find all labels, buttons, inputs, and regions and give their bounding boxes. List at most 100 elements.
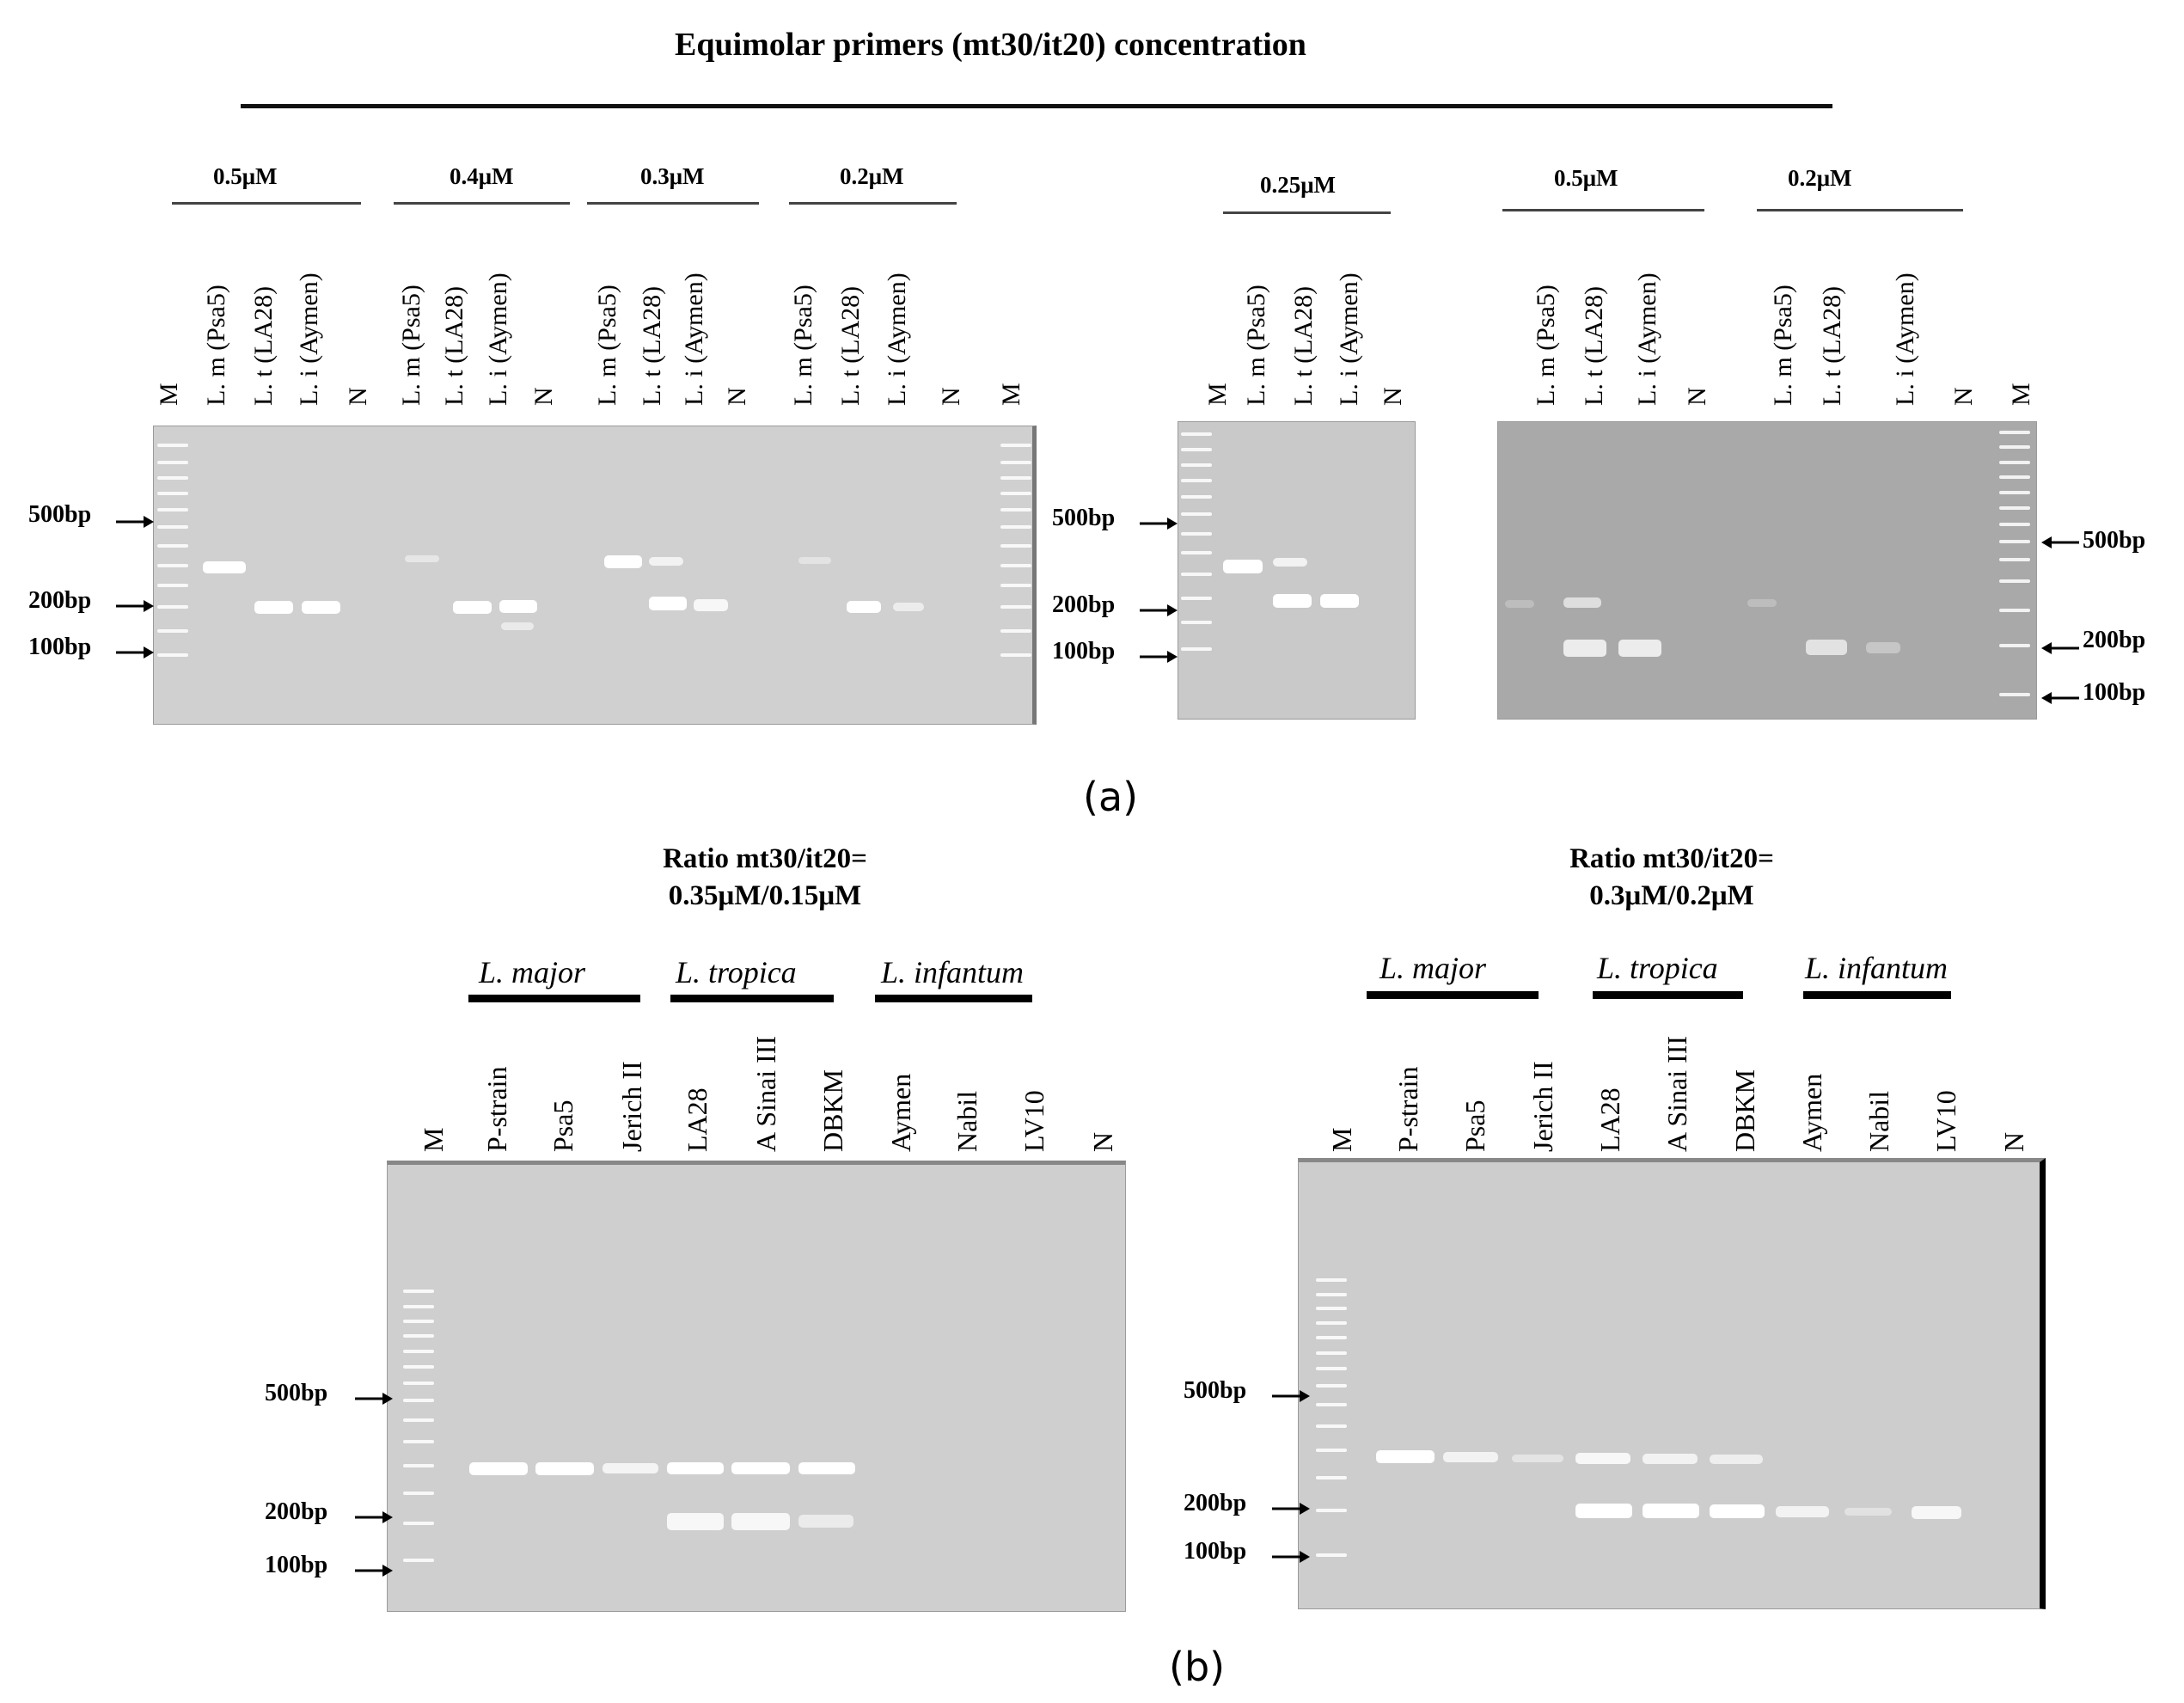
ratio-caption: Ratio mt30/it20= 0.3μM/0.2μM bbox=[1491, 841, 1852, 915]
ratio-caption-line1: Ratio mt30/it20= bbox=[663, 843, 867, 874]
dna-band bbox=[1563, 597, 1601, 608]
lane-label-marker: M bbox=[1326, 1127, 1357, 1152]
concentration-label: 0.25μM bbox=[1260, 172, 1337, 198]
size-marker-label: 100bp bbox=[1184, 1538, 1247, 1565]
dna-band bbox=[1710, 1455, 1763, 1464]
dna-band bbox=[893, 603, 924, 611]
size-marker-label: 200bp bbox=[1184, 1490, 1247, 1516]
size-marker-label: 100bp bbox=[28, 634, 92, 660]
lane-label-marker: M bbox=[997, 383, 1025, 406]
panel-label: (a) bbox=[1083, 774, 1139, 820]
dna-band bbox=[254, 601, 293, 614]
dna-band bbox=[798, 1515, 853, 1528]
dna-band bbox=[1320, 594, 1359, 608]
panel-label: (b) bbox=[1169, 1644, 1226, 1690]
lane-label: L. t (LA28) bbox=[1818, 285, 1846, 406]
dna-band bbox=[469, 1462, 528, 1475]
ratio-caption-line1: Ratio mt30/it20= bbox=[1569, 843, 1774, 874]
species-underline bbox=[670, 995, 834, 1002]
dna-band bbox=[453, 601, 492, 614]
arrow-icon bbox=[1272, 1502, 1310, 1520]
dna-band bbox=[667, 1513, 724, 1530]
dna-band bbox=[667, 1462, 724, 1474]
dna-band bbox=[1376, 1450, 1435, 1463]
lane-label-marker: M bbox=[155, 383, 183, 406]
dna-band bbox=[499, 600, 537, 613]
gel-image bbox=[1178, 421, 1416, 720]
species-label: L. tropica bbox=[676, 955, 797, 989]
dna-band bbox=[731, 1513, 790, 1530]
dna-band bbox=[798, 1462, 855, 1474]
dna-band bbox=[1575, 1453, 1630, 1464]
lane-label: P-strain bbox=[1392, 1066, 1423, 1152]
lane-label: Psa5 bbox=[1459, 1100, 1490, 1152]
dna-band bbox=[1643, 1454, 1698, 1464]
panel-a-title: Equimolar primers (mt30/it20) concentrat… bbox=[675, 27, 1306, 63]
dna-band bbox=[1223, 560, 1263, 573]
lane-label: N bbox=[1087, 1131, 1118, 1152]
dna-band bbox=[1866, 642, 1900, 653]
lane-label: P-strain bbox=[481, 1066, 512, 1152]
lane-label: DBKM bbox=[1729, 1069, 1760, 1152]
dna-band bbox=[535, 1462, 594, 1475]
dna-band bbox=[1273, 558, 1307, 567]
species-label: L. infantum bbox=[881, 955, 1025, 989]
concentration-label: 0.3μM bbox=[640, 163, 705, 189]
arrow-icon bbox=[2041, 691, 2079, 709]
lane-label: N bbox=[1998, 1131, 2029, 1152]
arrow-icon bbox=[116, 599, 154, 617]
lane-label: L. t (LA28) bbox=[1289, 285, 1318, 406]
concentration-underline bbox=[1757, 209, 1963, 211]
arrow-icon bbox=[2041, 536, 2079, 554]
arrow-icon bbox=[355, 1510, 393, 1528]
dna-band bbox=[694, 599, 728, 611]
lane-label: LV10 bbox=[1930, 1090, 1961, 1152]
concentration-underline bbox=[1223, 211, 1391, 214]
lane-label: Aymen bbox=[885, 1073, 916, 1152]
lane-label: N bbox=[723, 387, 751, 406]
lane-label: L. i (Aymen) bbox=[883, 273, 911, 406]
dna-band bbox=[501, 622, 534, 630]
gel-image bbox=[1298, 1158, 2046, 1609]
arrow-icon bbox=[355, 1564, 393, 1582]
lane-label: L. i (Aymen) bbox=[1633, 273, 1661, 406]
dna-band bbox=[1912, 1506, 1961, 1519]
dna-band bbox=[1512, 1455, 1563, 1462]
concentration-underline bbox=[1502, 209, 1704, 211]
lane-label: L. t (LA28) bbox=[836, 285, 865, 406]
lane-label: L. m (Psa5) bbox=[397, 285, 425, 406]
concentration-label: 0.2μM bbox=[1788, 165, 1852, 191]
size-marker-label: 500bp bbox=[265, 1380, 328, 1406]
dna-band bbox=[1776, 1506, 1829, 1517]
lane-label: L. t (LA28) bbox=[249, 285, 278, 406]
lane-label: L. i (Aymen) bbox=[484, 273, 512, 406]
lane-label: LV10 bbox=[1019, 1090, 1049, 1152]
size-marker-label: 500bp bbox=[1184, 1377, 1247, 1404]
dna-band bbox=[203, 561, 246, 573]
lane-label: Nabil bbox=[1863, 1090, 1894, 1152]
species-underline bbox=[1803, 991, 1951, 999]
species-label: L. infantum bbox=[1805, 951, 1948, 985]
arrow-icon bbox=[355, 1392, 393, 1410]
lane-label: L. t (LA28) bbox=[638, 285, 666, 406]
dna-band bbox=[603, 1463, 658, 1473]
dna-band bbox=[1806, 640, 1847, 655]
species-label: L. major bbox=[479, 955, 586, 989]
dna-band bbox=[405, 555, 439, 562]
size-marker-label: 500bp bbox=[2083, 527, 2146, 554]
dna-band bbox=[1273, 594, 1312, 608]
lane-label-marker: M bbox=[2007, 383, 2035, 406]
size-marker-label: 500bp bbox=[28, 501, 92, 528]
lane-label: A Sinai III bbox=[1661, 1035, 1692, 1152]
gel-image bbox=[153, 426, 1037, 725]
arrow-icon bbox=[116, 513, 154, 532]
lane-label: Aymen bbox=[1796, 1073, 1827, 1152]
species-underline bbox=[1593, 991, 1743, 999]
dna-band bbox=[1505, 600, 1534, 608]
dna-band bbox=[1563, 640, 1606, 657]
size-marker-label: 100bp bbox=[2083, 679, 2146, 706]
arrow-icon bbox=[1140, 603, 1178, 622]
dna-band bbox=[847, 601, 881, 613]
arrow-icon bbox=[1272, 1550, 1310, 1568]
species-label: L. tropica bbox=[1597, 951, 1718, 985]
